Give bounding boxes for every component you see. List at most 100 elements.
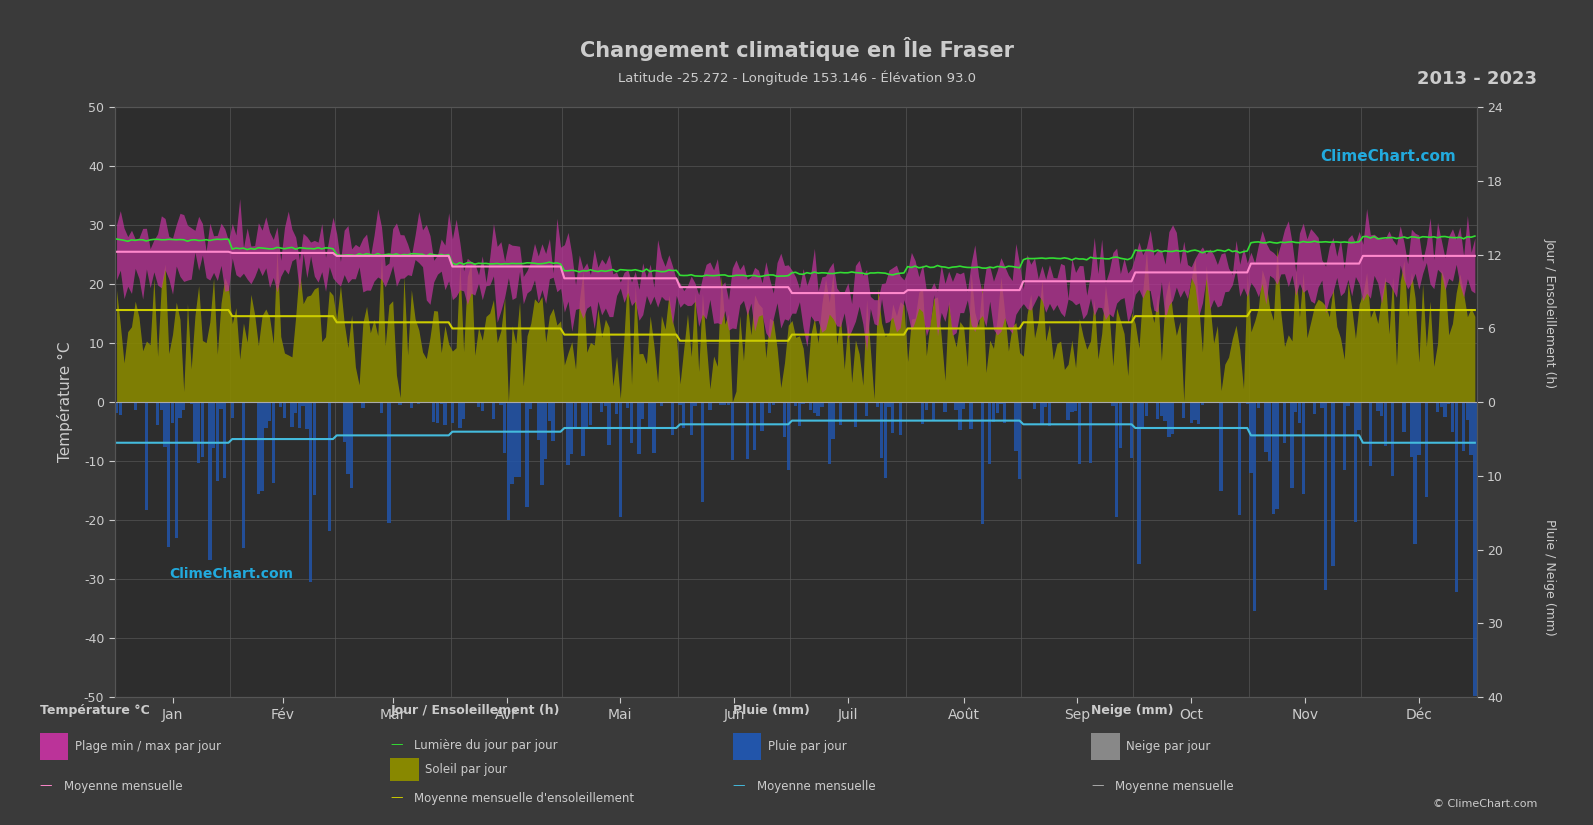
Bar [1129, 403, 1133, 459]
Bar [503, 403, 507, 453]
Bar [328, 403, 331, 531]
Bar [342, 403, 346, 442]
Text: Jour / Ensoleillement (h): Jour / Ensoleillement (h) [1544, 238, 1556, 389]
Bar [679, 403, 682, 405]
Bar [170, 403, 174, 423]
Bar [1346, 403, 1349, 406]
Bar [1294, 403, 1297, 412]
Bar [518, 403, 521, 477]
Bar [981, 403, 984, 524]
Bar [840, 403, 843, 425]
Bar [387, 403, 390, 522]
Text: Pluie (mm): Pluie (mm) [733, 704, 809, 717]
Bar [182, 403, 185, 410]
Text: Température °C: Température °C [40, 704, 150, 717]
Bar [921, 403, 924, 424]
Bar [1115, 403, 1118, 517]
Bar [1246, 403, 1249, 404]
Text: Lumière du jour par jour: Lumière du jour par jour [414, 739, 558, 752]
Bar [629, 403, 632, 443]
Text: Jour / Ensoleillement (h): Jour / Ensoleillement (h) [390, 704, 559, 717]
Bar [1201, 403, 1204, 405]
Bar [959, 403, 962, 430]
Bar [190, 403, 193, 404]
Bar [604, 403, 607, 406]
Bar [1446, 403, 1450, 404]
Bar [209, 403, 212, 559]
Text: Pluie / Neige (mm): Pluie / Neige (mm) [1544, 519, 1556, 636]
Bar [362, 403, 365, 408]
Bar [159, 403, 162, 410]
Bar [260, 403, 264, 491]
Bar [1268, 403, 1271, 461]
Bar [215, 403, 218, 481]
Bar [551, 403, 554, 441]
Bar [1313, 403, 1316, 414]
Bar [242, 403, 245, 548]
Bar [537, 403, 540, 440]
Bar [760, 403, 763, 431]
Bar [440, 403, 443, 404]
Bar [510, 403, 515, 483]
Bar [898, 403, 902, 435]
Bar [746, 403, 749, 459]
Bar [567, 403, 570, 465]
Bar [1074, 403, 1077, 412]
Bar [432, 403, 435, 422]
Bar [1454, 403, 1458, 592]
Bar [1435, 403, 1438, 412]
Bar [1376, 403, 1380, 412]
Bar [1254, 403, 1257, 611]
Bar [284, 403, 287, 418]
Bar [264, 403, 268, 428]
Bar [1238, 403, 1241, 515]
Bar [1418, 403, 1421, 455]
Text: —: — [733, 780, 746, 793]
Bar [793, 403, 798, 406]
Bar [682, 403, 685, 428]
Bar [459, 403, 462, 428]
Bar [924, 403, 929, 410]
Bar [753, 403, 757, 450]
Bar [1443, 403, 1446, 417]
Bar [1141, 403, 1144, 430]
Bar [301, 403, 304, 406]
Text: Plage min / max par jour: Plage min / max par jour [75, 740, 221, 753]
Bar [1157, 403, 1160, 419]
Bar [932, 403, 935, 420]
Bar [573, 403, 577, 429]
Bar [1474, 403, 1477, 696]
Bar [637, 403, 640, 454]
Bar [992, 403, 996, 422]
Bar [545, 403, 548, 459]
Bar [817, 403, 820, 416]
Bar [607, 403, 610, 445]
Bar [134, 403, 137, 410]
Bar [1032, 403, 1035, 408]
Bar [618, 403, 621, 517]
Bar [231, 403, 234, 417]
Bar [1466, 403, 1469, 421]
Bar [1301, 403, 1305, 494]
Bar [570, 403, 573, 454]
Text: Neige par jour: Neige par jour [1126, 740, 1211, 753]
Bar [1391, 403, 1394, 476]
Bar [1276, 403, 1279, 509]
Bar [693, 403, 696, 406]
Bar [865, 403, 868, 416]
Bar [1413, 403, 1416, 544]
Bar [350, 403, 354, 488]
Bar [529, 403, 532, 409]
Bar [201, 403, 204, 456]
Bar [1171, 403, 1174, 434]
Bar [451, 403, 454, 422]
Bar [1190, 403, 1193, 422]
Bar [652, 403, 656, 453]
Bar [820, 403, 824, 408]
Bar [118, 403, 123, 414]
Bar [1145, 403, 1149, 416]
Bar [809, 403, 812, 410]
Bar [890, 403, 894, 432]
Bar [309, 403, 312, 582]
Bar [812, 403, 816, 413]
